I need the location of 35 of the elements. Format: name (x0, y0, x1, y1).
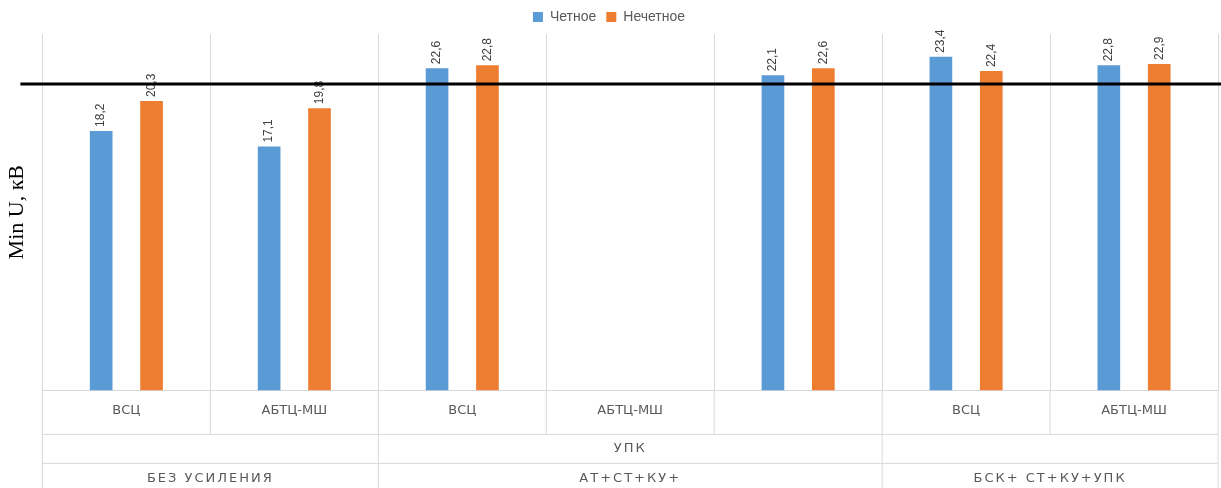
x-tick-label: ВСЦ (448, 401, 477, 417)
data-label: 17,1 (261, 118, 276, 143)
text: АТ+СТ+КУ+ (579, 469, 682, 485)
x-tick-label: АБТЦ-МШ (597, 401, 664, 417)
data-label: 22,8 (1101, 37, 1116, 62)
bar (929, 56, 953, 391)
x-tick-label: ВСЦ (112, 401, 141, 417)
bar (812, 68, 835, 391)
bar (979, 71, 1003, 391)
text: УПК (613, 439, 647, 455)
x-tick-label: АБТЦ-МШ (1101, 401, 1167, 417)
bar (1097, 65, 1121, 391)
bar (89, 130, 113, 391)
text: БСК+ СТ+КУ+УПК (973, 469, 1127, 485)
bar (308, 108, 331, 391)
data-label: 18,2 (93, 103, 108, 127)
legend-label: Четное (549, 7, 597, 24)
data-label: 22,6 (815, 40, 830, 65)
data-label: 22,4 (983, 43, 998, 68)
data-label: 22,8 (479, 37, 494, 62)
data-label: 22,1 (765, 47, 780, 72)
x-tick-label: АБТЦ-МШ (261, 401, 328, 417)
data-label: 22,6 (429, 40, 444, 65)
bar (761, 75, 785, 391)
bar (425, 68, 449, 391)
legend-label: Нечетное (623, 7, 686, 24)
text: БЕЗ УСИЛЕНИЯ (146, 469, 274, 485)
bar (257, 146, 281, 391)
data-label: 23,4 (933, 29, 948, 53)
x-tick-label: ВСЦ (952, 401, 981, 417)
bar (1147, 63, 1171, 391)
bar (140, 101, 163, 391)
y-axis-title: Min U, кВ (2, 164, 28, 260)
bar (476, 65, 499, 391)
data-label: 22,9 (1151, 36, 1166, 60)
